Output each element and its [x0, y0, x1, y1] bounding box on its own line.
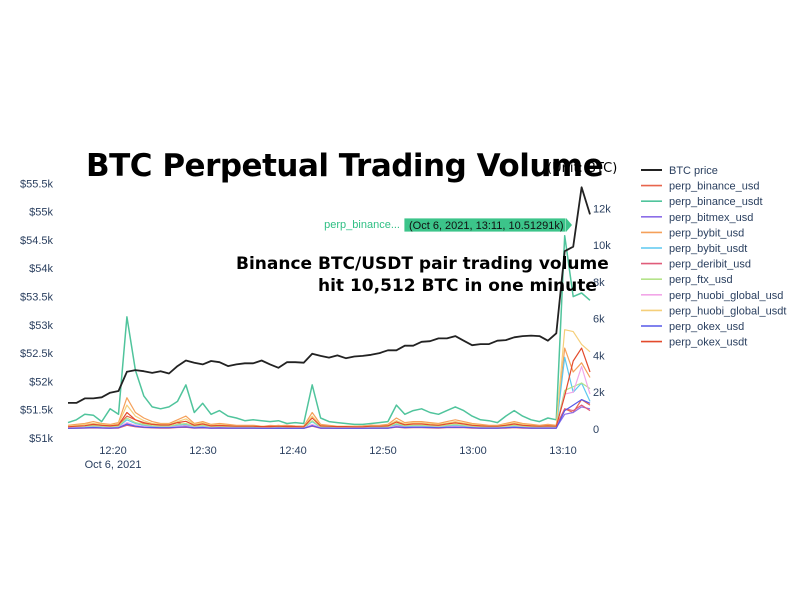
legend-item-perp-binance-usd[interactable]: perp_binance_usd	[669, 181, 760, 193]
left-y-axis: $51k $51.5k $52k $52.5k $53k $53.5k $54k $54.5k…	[20, 178, 54, 445]
legend-item-perp-bitmex-usd[interactable]: perp_bitmex_usd	[669, 212, 753, 224]
series-line-perp-bybit-usdt	[67, 356, 591, 429]
x-axis: 12:20 12:30 12:40 12:50 13:00 13:10 Oct 6, 202…	[85, 445, 577, 471]
legend-item-perp-ftx-usd[interactable]: perp_ftx_usd	[669, 274, 733, 286]
legend-item-perp-deribit-usd[interactable]: perp_deribit_usd	[669, 259, 751, 271]
right-tick-label: 2k	[593, 387, 605, 399]
hover-pointer	[566, 218, 572, 232]
x-tick-label: 13:10	[549, 445, 577, 457]
left-tick-label: $54.5k	[20, 235, 54, 247]
x-tick-label: 12:50	[369, 445, 397, 457]
x-tick-label: 12:30	[189, 445, 217, 457]
legend: BTC price perp_binance_usd perp_binance_us…	[641, 165, 786, 349]
hover-series-label: perp_binance...	[324, 219, 400, 231]
hover-value-text: (Oct 6, 2021, 13:11, 10.51291k)	[409, 220, 564, 232]
series-line-perp-okex-usd	[67, 399, 591, 429]
series-line-BTC price	[68, 186, 591, 404]
right-y-axis: 0 2k 4k 6k 8k 10k 12k	[593, 203, 611, 436]
x-date-label: Oct 6, 2021	[85, 459, 142, 471]
series-line-perp-okex-usdt	[67, 347, 591, 428]
chart-title: BTC Perpetual Trading Volume	[86, 148, 603, 184]
legend-item-perp-huobi-global-usdt[interactable]: perp_huobi_global_usdt	[669, 305, 786, 317]
legend-item-BTC price[interactable]: BTC price	[669, 165, 718, 177]
left-tick-label: $53.5k	[20, 292, 54, 304]
annotation-line-1: Binance BTC/USDT pair trading volume	[236, 254, 609, 274]
series-lines	[67, 186, 591, 429]
legend-item-perp-okex-usd[interactable]: perp_okex_usd	[669, 321, 744, 333]
right-tick-label: 8k	[593, 277, 605, 289]
left-tick-label: $53k	[29, 320, 53, 332]
x-tick-label: 12:40	[279, 445, 307, 457]
right-tick-label: 4k	[593, 350, 605, 362]
x-tick-label: 13:00	[459, 445, 487, 457]
legend-item-perp-okex-usdt[interactable]: perp_okex_usdt	[669, 337, 747, 349]
x-tick-label: 12:20	[99, 445, 127, 457]
legend-item-perp-bybit-usdt[interactable]: perp_bybit_usdt	[669, 243, 747, 255]
unit-label: (Unit: BTC)	[547, 161, 617, 176]
right-tick-label: 12k	[593, 203, 611, 215]
left-tick-label: $51k	[29, 433, 53, 445]
legend-item-perp-huobi-global-usd[interactable]: perp_huobi_global_usd	[669, 290, 783, 302]
legend-item-perp-bybit-usd[interactable]: perp_bybit_usd	[669, 227, 744, 239]
left-tick-label: $52.5k	[20, 348, 54, 360]
series-line-perp-ftx-usd	[67, 382, 591, 428]
right-tick-label: 6k	[593, 314, 605, 326]
left-tick-label: $55k	[29, 207, 53, 219]
left-tick-label: $51.5k	[20, 405, 54, 417]
left-tick-label: $55.5k	[20, 178, 54, 190]
series-line-perp-binance-usdt	[67, 234, 591, 426]
series-line-perp-bybit-usd	[67, 347, 591, 427]
right-tick-label: 0	[593, 424, 599, 436]
annotation-line-2: hit 10,512 BTC in one minute	[318, 276, 597, 296]
legend-item-perp-binance-usdt[interactable]: perp_binance_usdt	[669, 196, 763, 208]
left-tick-label: $52k	[29, 376, 53, 388]
left-tick-label: $54k	[29, 263, 53, 275]
hover-tooltip: perp_binance... (Oct 6, 2021, 13:11, 10.…	[324, 217, 572, 233]
right-tick-label: 10k	[593, 240, 611, 252]
